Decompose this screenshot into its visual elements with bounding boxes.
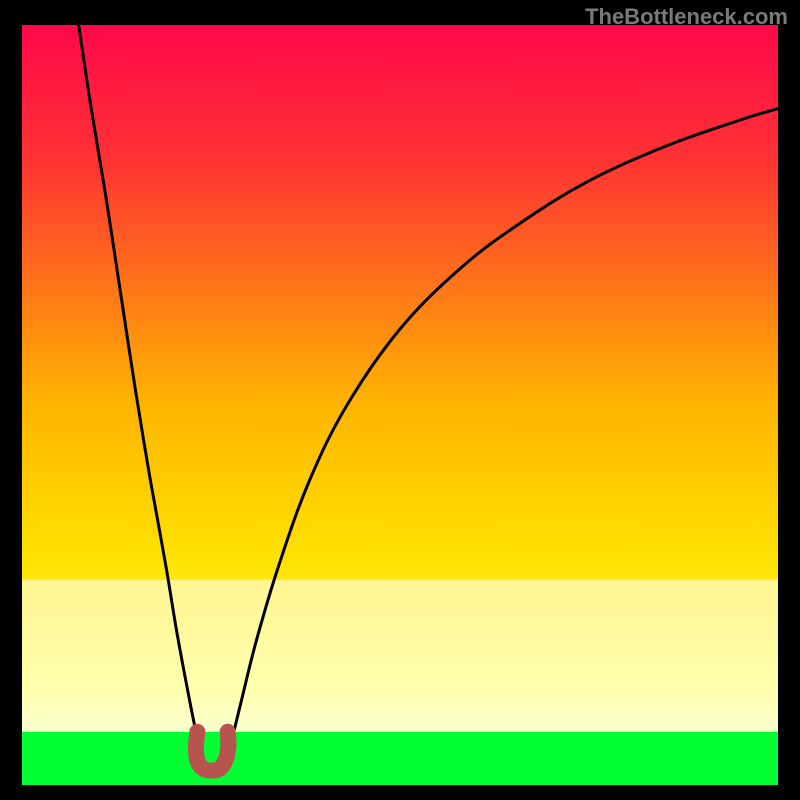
green-zone	[22, 732, 778, 785]
highlight-zone	[22, 580, 778, 732]
bottleneck-chart	[0, 0, 800, 800]
chart-container: TheBottleneck.com	[0, 0, 800, 800]
watermark-text: TheBottleneck.com	[585, 4, 788, 30]
